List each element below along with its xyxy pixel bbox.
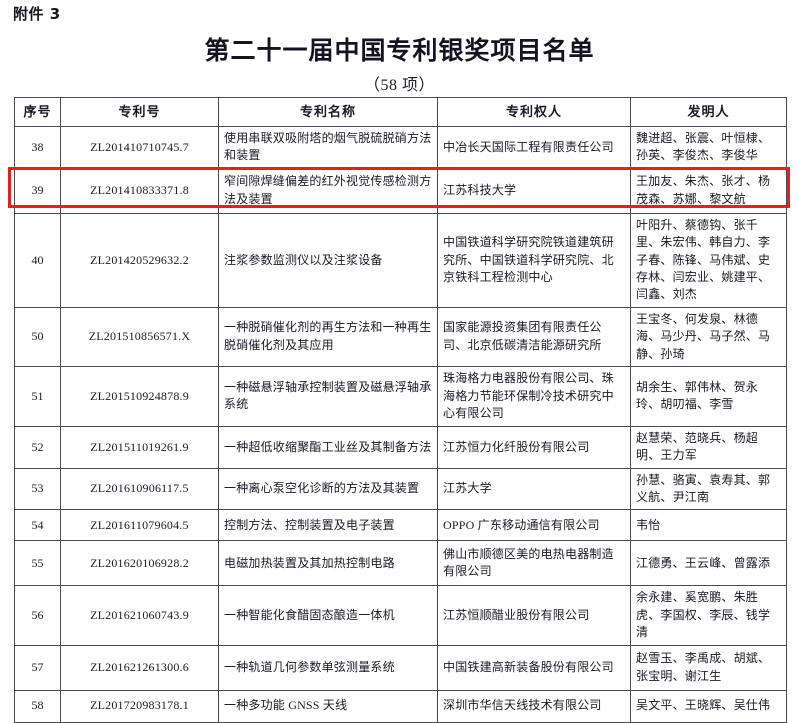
column-header-serial: 序号 [14,97,61,127]
cell-patentee: 江苏恒力化纤股份有限公司 [437,425,631,469]
cell-patentee: 江苏恒顺醋业股份有限公司 [437,585,631,646]
cell-inventors: 余永建、奚宽鹏、朱胜虎、李国权、李辰、钱学清 [630,585,787,646]
cell-patent-number: ZL201621261300.6 [60,644,219,691]
page-subtitle: （58 项） [363,77,435,94]
attachment-label: 附件 3 [13,5,61,23]
cell-serial: 40 [14,212,61,308]
table-row: 55 ZL201620106928.2 电磁加热装置及其加热控制电路 佛山市顺德… [14,540,787,587]
cell-patent-number: ZL201610906117.5 [60,467,219,511]
cell-serial: 51 [14,365,61,427]
cell-serial: 55 [14,540,61,587]
cell-serial: 54 [14,509,61,542]
cell-serial: 58 [14,689,61,723]
column-header-patent-name: 专利名称 [218,97,438,127]
table-header-row: 序号 专利号 专利名称 专利权人 发明人 [14,97,787,127]
cell-patent-number: ZL201620106928.2 [60,540,219,587]
document-page: 附件 3 第二十一届中国专利银奖项目名单 （58 项） 序号 专利号 专利名称 … [8,5,790,723]
cell-serial: 53 [14,467,61,511]
patent-table-container: 序号 专利号 专利名称 专利权人 发明人 38 ZL201410710745.7… [14,97,787,723]
cell-inventors: 王宝冬、何发泉、林德海、马少丹、马子然、马静、孙琦 [630,306,787,367]
cell-patent-number: ZL201510856571.X [60,306,219,367]
cell-patentee: 中国铁道科学研究院铁道建筑研究所、中国铁道科学研究院、北京铁科工程检测中心 [437,212,631,308]
cell-patent-number: ZL201621060743.9 [60,585,219,646]
cell-serial: 50 [14,306,61,367]
cell-inventors: 赵慧荣、范晓兵、杨超明、王力军 [630,425,787,469]
cell-patent-number: ZL201420529632.2 [60,212,219,308]
table-row: 52 ZL201511019261.9 一种超低收缩聚酯工业丝及其制备方法 江苏… [14,425,787,469]
cell-serial: 39 [14,167,61,214]
page-title: 第二十一届中国专利银奖项目名单 [204,38,595,65]
table-row: 53 ZL201610906117.5 一种离心泵空化诊断的方法及其装置 江苏大… [14,467,787,511]
table-row: 50 ZL201510856571.X 一种脱硝催化剂的再生方法和一种再生脱硝催… [14,306,787,367]
cell-serial: 52 [14,425,61,469]
cell-patentee: 江苏科技大学 [437,167,631,214]
column-header-patent-number: 专利号 [60,97,219,127]
cell-serial: 56 [14,585,61,646]
cell-patentee: 中冶长天国际工程有限责任公司 [437,126,631,169]
cell-patent-name: 一种磁悬浮轴承控制装置及磁悬浮轴承系统 [218,365,438,427]
cell-patent-name: 使用串联双吸附塔的烟气脱硫脱硝方法和装置 [218,126,438,169]
table-row: 57 ZL201621261300.6 一种轨道几何参数单弦测量系统 中国铁建高… [14,644,787,691]
cell-patent-number: ZL201511019261.9 [60,425,219,469]
column-header-patentee: 专利权人 [437,97,631,127]
cell-serial: 57 [14,644,61,691]
cell-patent-name: 一种智能化食醋固态酿造一体机 [218,585,438,646]
cell-inventors: 韦怡 [630,509,787,542]
cell-serial: 38 [14,126,61,169]
cell-patent-name: 一种多功能 GNSS 天线 [218,689,438,723]
cell-inventors: 叶阳升、蔡德钩、张千里、朱宏伟、韩自力、李子春、陈锋、马伟斌、史存林、闫宏业、姚… [630,212,787,308]
cell-patent-name: 控制方法、控制装置及电子装置 [218,509,438,542]
table-row: 58 ZL201720983178.1 一种多功能 GNSS 天线 深圳市华信天… [14,689,787,723]
column-header-inventors: 发明人 [630,97,787,127]
cell-patent-name: 一种脱硝催化剂的再生方法和一种再生脱硝催化剂及其应用 [218,306,438,367]
cell-patent-name: 电磁加热装置及其加热控制电路 [218,540,438,587]
cell-patent-number: ZL201611079604.5 [60,509,219,542]
cell-patentee: 珠海格力电器股份有限公司、珠海格力节能环保制冷技术研究中心有限公司 [437,365,631,427]
cell-inventors: 江德勇、王云峰、曾露添 [630,540,787,587]
cell-patent-number: ZL201510924878.9 [60,365,219,427]
cell-patent-number: ZL201410710745.7 [60,126,219,169]
table-row-highlighted: 39 ZL201410833371.8 窄间隙焊缝偏差的红外视觉传感检测方法及装… [14,167,787,214]
cell-patentee: OPPO 广东移动通信有限公司 [437,509,631,542]
cell-inventors: 王加友、朱杰、张才、杨茂森、苏娜、黎文航 [630,167,787,214]
cell-patentee: 国家能源投资集团有限责任公司、北京低碳清洁能源研究所 [437,306,631,367]
cell-patent-name: 一种超低收缩聚酯工业丝及其制备方法 [218,425,438,469]
cell-patent-number: ZL201720983178.1 [60,689,219,723]
cell-inventors: 吴文平、王晓辉、吴仕伟 [630,689,787,723]
cell-patent-name: 一种离心泵空化诊断的方法及其装置 [218,467,438,511]
patent-list-table: 序号 专利号 专利名称 专利权人 发明人 38 ZL201410710745.7… [14,97,787,723]
cell-inventors: 赵雪玉、李禹成、胡斌、张宝明、谢江生 [630,644,787,691]
cell-patentee: 江苏大学 [437,467,631,511]
cell-patentee: 深圳市华信天线技术有限公司 [437,689,631,723]
table-body: 38 ZL201410710745.7 使用串联双吸附塔的烟气脱硫脱硝方法和装置… [14,126,787,723]
table-row: 38 ZL201410710745.7 使用串联双吸附塔的烟气脱硫脱硝方法和装置… [14,126,787,169]
cell-patentee: 佛山市顺德区美的电热电器制造有限公司 [437,540,631,587]
table-row: 40 ZL201420529632.2 注浆参数监测仪以及注浆设备 中国铁道科学… [14,212,787,308]
cell-inventors: 胡余生、郭伟林、贺永玲、胡叨福、李雪 [630,365,787,427]
cell-patent-name: 窄间隙焊缝偏差的红外视觉传感检测方法及装置 [218,167,438,214]
cell-patent-name: 注浆参数监测仪以及注浆设备 [218,212,438,308]
table-row: 56 ZL201621060743.9 一种智能化食醋固态酿造一体机 江苏恒顺醋… [14,585,787,646]
cell-inventors: 魏进超、张震、叶恒棣、孙英、李俊杰、李俊华 [630,126,787,169]
table-row: 51 ZL201510924878.9 一种磁悬浮轴承控制装置及磁悬浮轴承系统 … [14,365,787,427]
table-row: 54 ZL201611079604.5 控制方法、控制装置及电子装置 OPPO … [14,509,787,542]
cell-patent-number: ZL201410833371.8 [60,167,219,214]
cell-inventors: 孙慧、骆寅、袁寿其、郭义航、尹江南 [630,467,787,511]
cell-patent-name: 一种轨道几何参数单弦测量系统 [218,644,438,691]
cell-patentee: 中国铁建高新装备股份有限公司 [437,644,631,691]
